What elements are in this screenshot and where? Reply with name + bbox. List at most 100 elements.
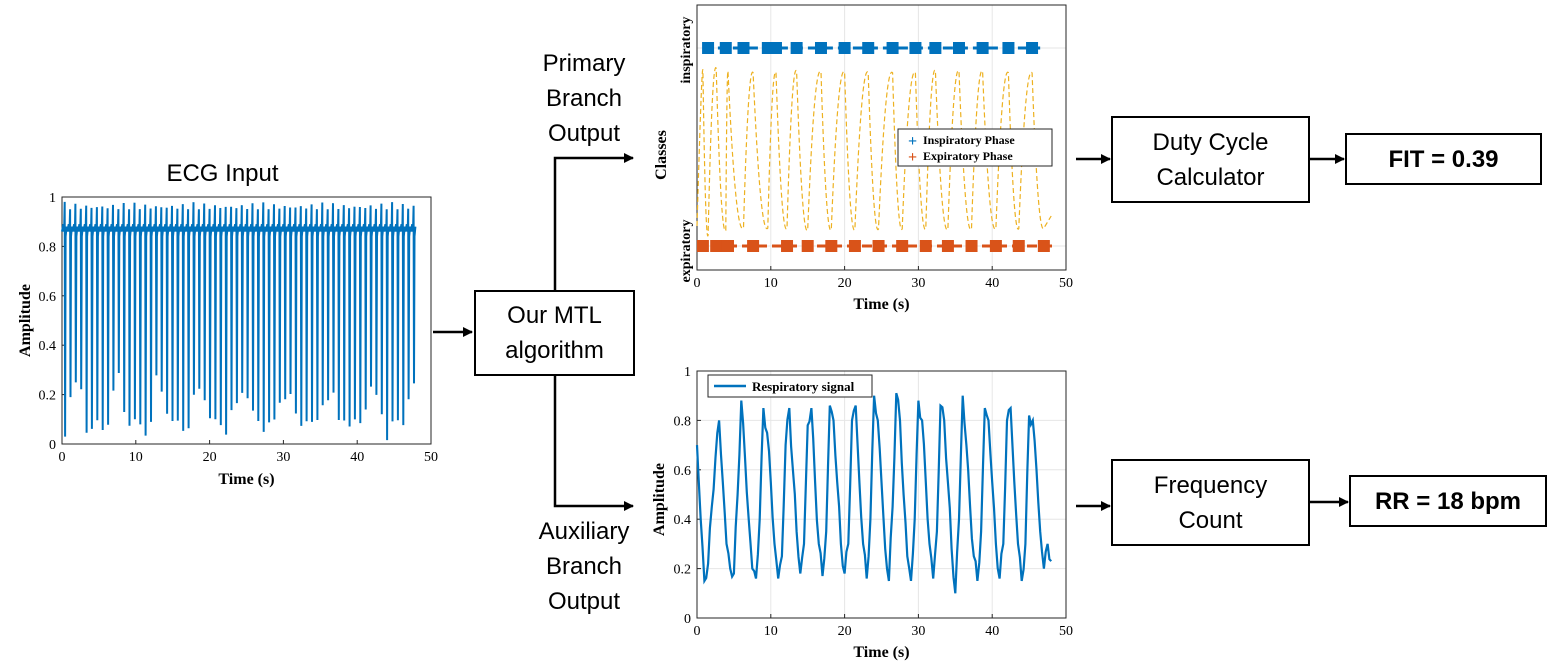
ecg-xtick-label: 30 <box>276 450 290 465</box>
expiratory-legend-label: Expiratory Phase <box>923 149 1013 163</box>
ecg-xtick-label: 50 <box>424 450 438 465</box>
inspiratory-marker <box>814 42 827 54</box>
inspiratory-marker <box>929 42 942 54</box>
ecg-ylabel: Amplitude <box>17 284 34 357</box>
resp-ytick-label: 0.4 <box>674 513 692 528</box>
expiratory-marker <box>696 240 709 252</box>
inspiratory-marker <box>862 42 875 54</box>
respiratory-signal-line <box>695 392 1053 594</box>
inspiratory-marker <box>790 42 803 54</box>
expiratory-marker <box>872 240 885 252</box>
phase-xtick-label: 50 <box>1059 276 1073 291</box>
mtl-label: Our MTL algorithm <box>505 302 604 364</box>
inspiratory-legend-marker: + <box>908 133 917 150</box>
ecg-ytick-label: 0.8 <box>39 240 57 255</box>
ecg-xtick-label: 0 <box>59 450 66 465</box>
resp-xtick-label: 20 <box>838 624 852 639</box>
phase-legend-box <box>897 128 1053 167</box>
fit-label: FIT = 0.39 <box>1388 145 1499 173</box>
expiratory-marker <box>710 240 723 252</box>
duty-cycle-label: Duty Cycle Calculator <box>1152 128 1269 191</box>
mtl-algorithm-box: Our MTL algorithm <box>474 290 635 376</box>
phase-axes-box <box>696 4 1067 271</box>
arrow-mtl-to-primary <box>553 153 634 290</box>
resp-legend-label: Respiratory signal <box>752 379 855 394</box>
resp-ytick-label: 0.8 <box>674 414 692 429</box>
expiratory-marker <box>721 240 734 252</box>
duty-cycle-calculator-box: Duty Cycle Calculator <box>1111 116 1310 203</box>
ecg-title: ECG Input <box>166 160 279 187</box>
ecg-ytick-label: 1 <box>49 191 56 206</box>
expiratory-marker <box>801 240 814 252</box>
resp-xlabel: Time (s) <box>853 644 909 661</box>
phase-xlabel: Time (s) <box>853 296 909 313</box>
phase-xtick-label: 10 <box>764 276 778 291</box>
resp-xtick-label: 50 <box>1059 624 1073 639</box>
fit-result-box: FIT = 0.39 <box>1345 133 1542 185</box>
expiratory-marker <box>781 240 794 252</box>
arrow-mtl-to-auxiliary <box>553 376 634 511</box>
inspiratory-tick-label: inspiratory <box>679 17 694 84</box>
inspiratory-marker <box>1026 42 1039 54</box>
phase-transition-line <box>696 67 1052 237</box>
expiratory-marker <box>896 240 909 252</box>
primary-branch-label: Primary Branch Output <box>542 50 626 147</box>
inspiratory-marker <box>909 42 922 54</box>
expiratory-marker <box>941 240 954 252</box>
inspiratory-marker <box>1002 42 1015 54</box>
expiratory-marker <box>989 240 1002 252</box>
phase-xtick-label: 20 <box>838 276 852 291</box>
ecg-xtick-label: 10 <box>129 450 143 465</box>
expiratory-tick-label: expiratory <box>679 220 694 283</box>
inspiratory-marker <box>952 42 965 54</box>
inspiratory-marker <box>769 42 782 54</box>
rr-label: RR = 18 bpm <box>1374 487 1522 515</box>
inspiratory-marker <box>737 42 750 54</box>
ecg-xtick-label: 20 <box>203 450 217 465</box>
expiratory-marker <box>825 240 838 252</box>
resp-legend-box <box>707 374 873 398</box>
resp-ytick-label: 0 <box>684 612 691 627</box>
phase-xtick-label: 0 <box>694 276 701 291</box>
resp-ylabel: Amplitude <box>651 463 668 536</box>
ecg-xlabel: Time (s) <box>218 471 274 488</box>
rr-result-box: RR = 18 bpm <box>1349 475 1547 527</box>
frequency-count-label: Frequency Count <box>1153 471 1268 534</box>
inspiratory-marker <box>838 42 851 54</box>
expiratory-marker <box>965 240 978 252</box>
inspiratory-marker <box>886 42 899 54</box>
inspiratory-marker <box>976 42 989 54</box>
ecg-ytick-label: 0.2 <box>39 389 57 404</box>
resp-xtick-label: 10 <box>764 624 778 639</box>
ecg-ytick-label: 0.4 <box>39 339 57 354</box>
ecg-xtick-label: 40 <box>350 450 364 465</box>
resp-ytick-label: 1 <box>684 365 691 380</box>
expiratory-marker <box>1012 240 1025 252</box>
inspiratory-marker <box>702 42 715 54</box>
expiratory-marker <box>919 240 932 252</box>
resp-ytick-label: 0.2 <box>674 563 692 578</box>
auxiliary-branch-label: Auxiliary Branch Output <box>538 518 630 615</box>
expiratory-legend-marker: + <box>908 149 917 166</box>
ecg-axes-box <box>61 196 432 445</box>
ecg-ytick-label: 0 <box>49 438 56 453</box>
resp-xtick-label: 40 <box>985 624 999 639</box>
expiratory-marker <box>747 240 760 252</box>
phase-xtick-label: 30 <box>911 276 925 291</box>
expiratory-marker <box>848 240 861 252</box>
phase-xtick-label: 40 <box>985 276 999 291</box>
inspiratory-legend-label: Inspiratory Phase <box>923 133 1015 147</box>
ecg-signal-line <box>61 201 417 441</box>
ecg-ytick-label: 0.6 <box>39 290 57 305</box>
ecg-input-chart: 0 10 20 30 40 50 0 0.2 0.4 0.6 0.8 1 Time (s) Amplitu… <box>17 191 438 488</box>
phase-classes-chart: 0 10 20 30 40 50 + Inspiratory Phase + Expiratory… <box>653 4 1073 313</box>
resp-ytick-label: 0.6 <box>674 464 692 479</box>
resp-axes-box <box>696 370 1067 619</box>
resp-xtick-label: 30 <box>911 624 925 639</box>
respiratory-signal-chart: 0 10 20 30 40 50 0 0.2 0.4 0.6 0.8 1 Respiratory sig… <box>651 365 1073 661</box>
inspiratory-marker <box>719 42 732 54</box>
resp-xtick-label: 0 <box>694 624 701 639</box>
expiratory-marker <box>1037 240 1050 252</box>
phase-ylabel: Classes <box>653 130 670 180</box>
